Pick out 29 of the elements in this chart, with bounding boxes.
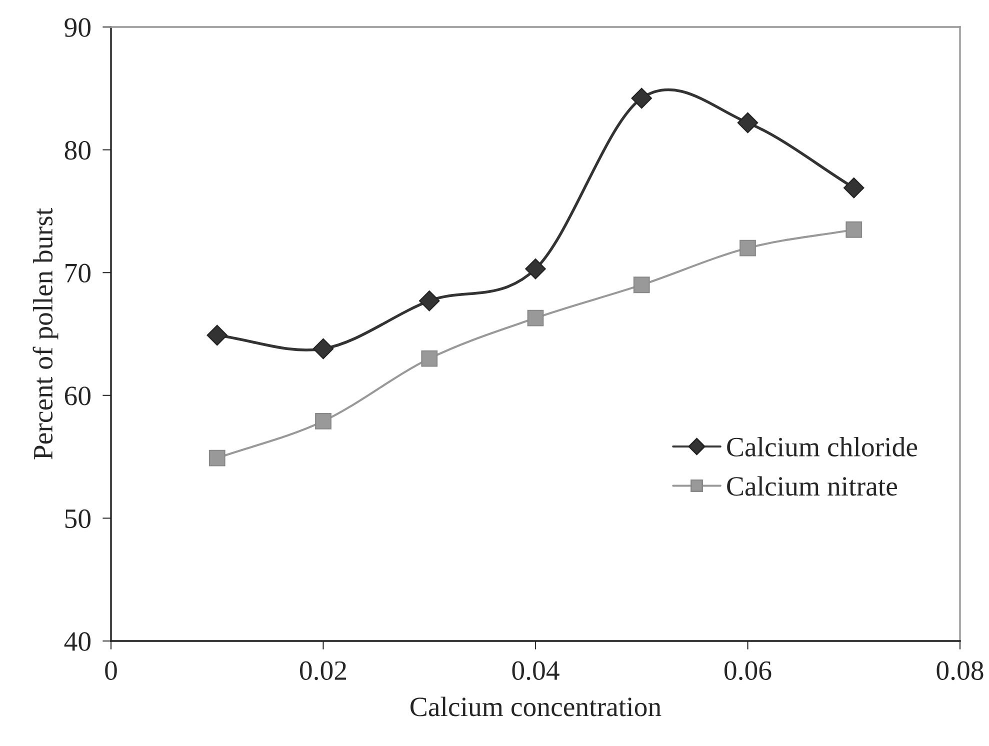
y-axis-title: Percent of pollen burst (32, 208, 58, 460)
point (631, 88, 652, 109)
point (421, 350, 438, 367)
x-axis-title: Calcium concentration (410, 696, 662, 716)
point (740, 240, 756, 256)
legend-label: Calcium chloride (727, 436, 918, 456)
x-tick-label: 0.06 (724, 661, 772, 680)
y-tick-label: 50 (65, 509, 90, 528)
x-tick-label: 0.04 (512, 661, 560, 680)
point (419, 290, 440, 312)
point (844, 177, 864, 198)
x-tick-label: 0 (105, 661, 117, 680)
x-tick-label: 0.08 (936, 661, 984, 680)
y-tick-label: 60 (64, 386, 90, 406)
point (208, 450, 226, 466)
point (846, 221, 862, 238)
y-tick-label: 80 (64, 140, 90, 160)
x-tick-label: 0.02 (300, 661, 346, 680)
point (633, 276, 650, 294)
point (737, 112, 758, 134)
point (312, 338, 334, 360)
legend-label: Calcium nitrate (727, 476, 897, 496)
point (315, 412, 332, 430)
point (525, 258, 546, 280)
point (527, 310, 544, 326)
y-tick-label: 40 (64, 632, 90, 651)
point (206, 324, 228, 346)
y-tick-label: 70 (66, 264, 90, 283)
y-tick-label: 90 (64, 18, 90, 37)
